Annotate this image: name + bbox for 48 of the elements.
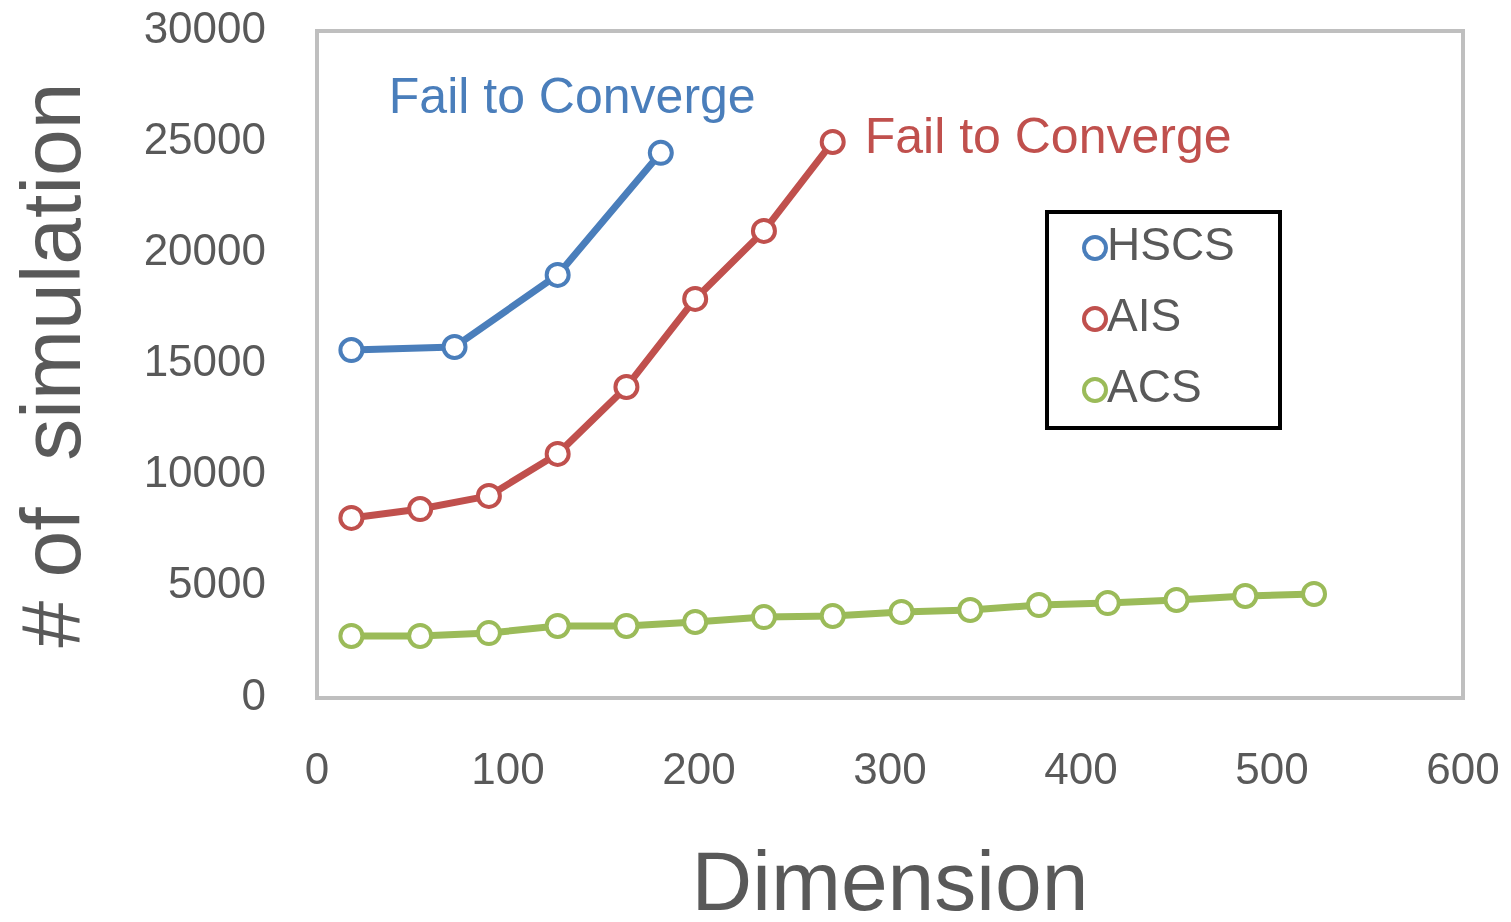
annotation: Fail to Converge — [388, 68, 756, 125]
legend-label: AIS — [1107, 289, 1182, 342]
point — [544, 440, 571, 467]
x-tick-label: 200 — [662, 743, 736, 793]
point — [1094, 590, 1121, 617]
x-tick-label: 600 — [1426, 743, 1500, 793]
point — [1301, 580, 1328, 607]
legend-label: ACS — [1107, 360, 1202, 413]
point — [819, 128, 846, 155]
point — [544, 261, 571, 288]
point — [888, 598, 915, 625]
point — [750, 604, 777, 631]
x-axis-title: Dimension — [691, 834, 1089, 922]
point — [338, 337, 365, 364]
x-tick-label: 300 — [853, 743, 927, 793]
y-tick-label: 25000 — [143, 113, 266, 163]
y-tick-label: 10000 — [143, 447, 266, 497]
legend-label: HSCS — [1107, 218, 1235, 271]
point — [407, 622, 434, 649]
x-tick-label: 100 — [471, 743, 545, 793]
y-tick-label: 0 — [241, 669, 266, 719]
point — [338, 504, 365, 531]
point — [1025, 592, 1052, 619]
annotation: Fail to Converge — [864, 108, 1232, 165]
point — [957, 596, 984, 623]
y-axis-title: # of simulation — [4, 82, 99, 648]
point — [682, 608, 709, 635]
x-tick-label: 0 — [304, 743, 330, 793]
point — [475, 482, 502, 509]
point — [475, 620, 502, 647]
point — [750, 217, 777, 244]
point — [441, 333, 468, 360]
y-tick-label: 5000 — [168, 558, 266, 608]
point — [544, 612, 571, 639]
y-tick-label: 30000 — [143, 2, 266, 52]
x-tick-label: 500 — [1235, 743, 1309, 793]
y-tick-label: 20000 — [143, 224, 266, 274]
point — [1163, 586, 1190, 613]
point — [613, 373, 640, 400]
point — [1232, 582, 1259, 609]
point — [682, 285, 709, 312]
x-tick-label: 400 — [1044, 743, 1118, 793]
point — [338, 622, 365, 649]
y-tick-label: 15000 — [143, 336, 266, 386]
point — [819, 602, 846, 629]
point — [647, 139, 674, 166]
point — [407, 496, 434, 523]
point — [613, 612, 640, 639]
